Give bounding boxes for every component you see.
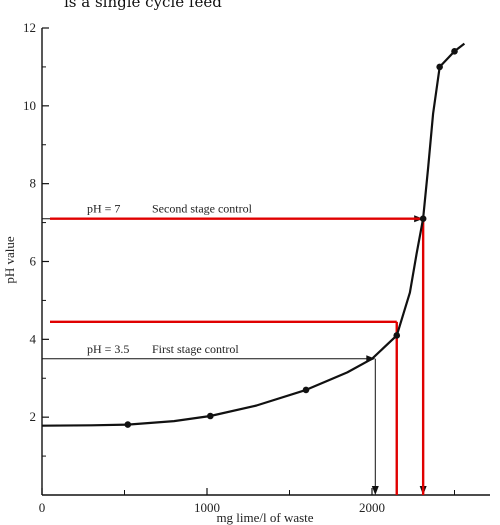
series-layer [41, 42, 466, 428]
annotations: pH = 3.5 First stage control pH = 7 Second … [42, 202, 427, 495]
second-stage-control-label: Second stage control [152, 202, 253, 216]
data-point-4 [419, 215, 427, 222]
x-tick-label-2: 2000 [359, 500, 385, 515]
y-tick-label-1: 4 [30, 331, 37, 346]
first-stage-vertical-arrowhead [371, 486, 379, 495]
y-ticks: 2 4 6 8 10 12 [23, 20, 49, 457]
x-axis-label: mg lime/l of waste [216, 510, 313, 525]
data-point-5 [436, 63, 443, 71]
y-tick-label-4: 10 [23, 98, 36, 113]
x-tick-label-0: 0 [39, 500, 46, 515]
x-tick-label-1: 1000 [194, 500, 220, 515]
cropped-top-text: is a single cycle feed [64, 0, 222, 11]
data-point-2 [302, 386, 310, 394]
data-point-1 [207, 412, 214, 420]
data-point-3 [393, 332, 401, 339]
data-point-6 [451, 48, 458, 55]
y-axis-label: pH value [2, 236, 17, 284]
red-highlight-lines [50, 217, 425, 495]
y-tick-label-5: 12 [23, 20, 36, 35]
first-stage-control-label: First stage control [152, 342, 239, 356]
y-tick-label-3: 8 [30, 176, 37, 191]
second-stage-ph-label: pH = 7 [87, 202, 120, 216]
ph-curve-line [41, 42, 466, 427]
x-ticks: 0 1000 2000 [39, 488, 455, 515]
first-stage-ph-label: pH = 3.5 [87, 342, 129, 356]
y-tick-label-0: 2 [30, 409, 37, 424]
y-tick-label-2: 6 [30, 254, 37, 269]
data-point-0 [124, 421, 132, 428]
